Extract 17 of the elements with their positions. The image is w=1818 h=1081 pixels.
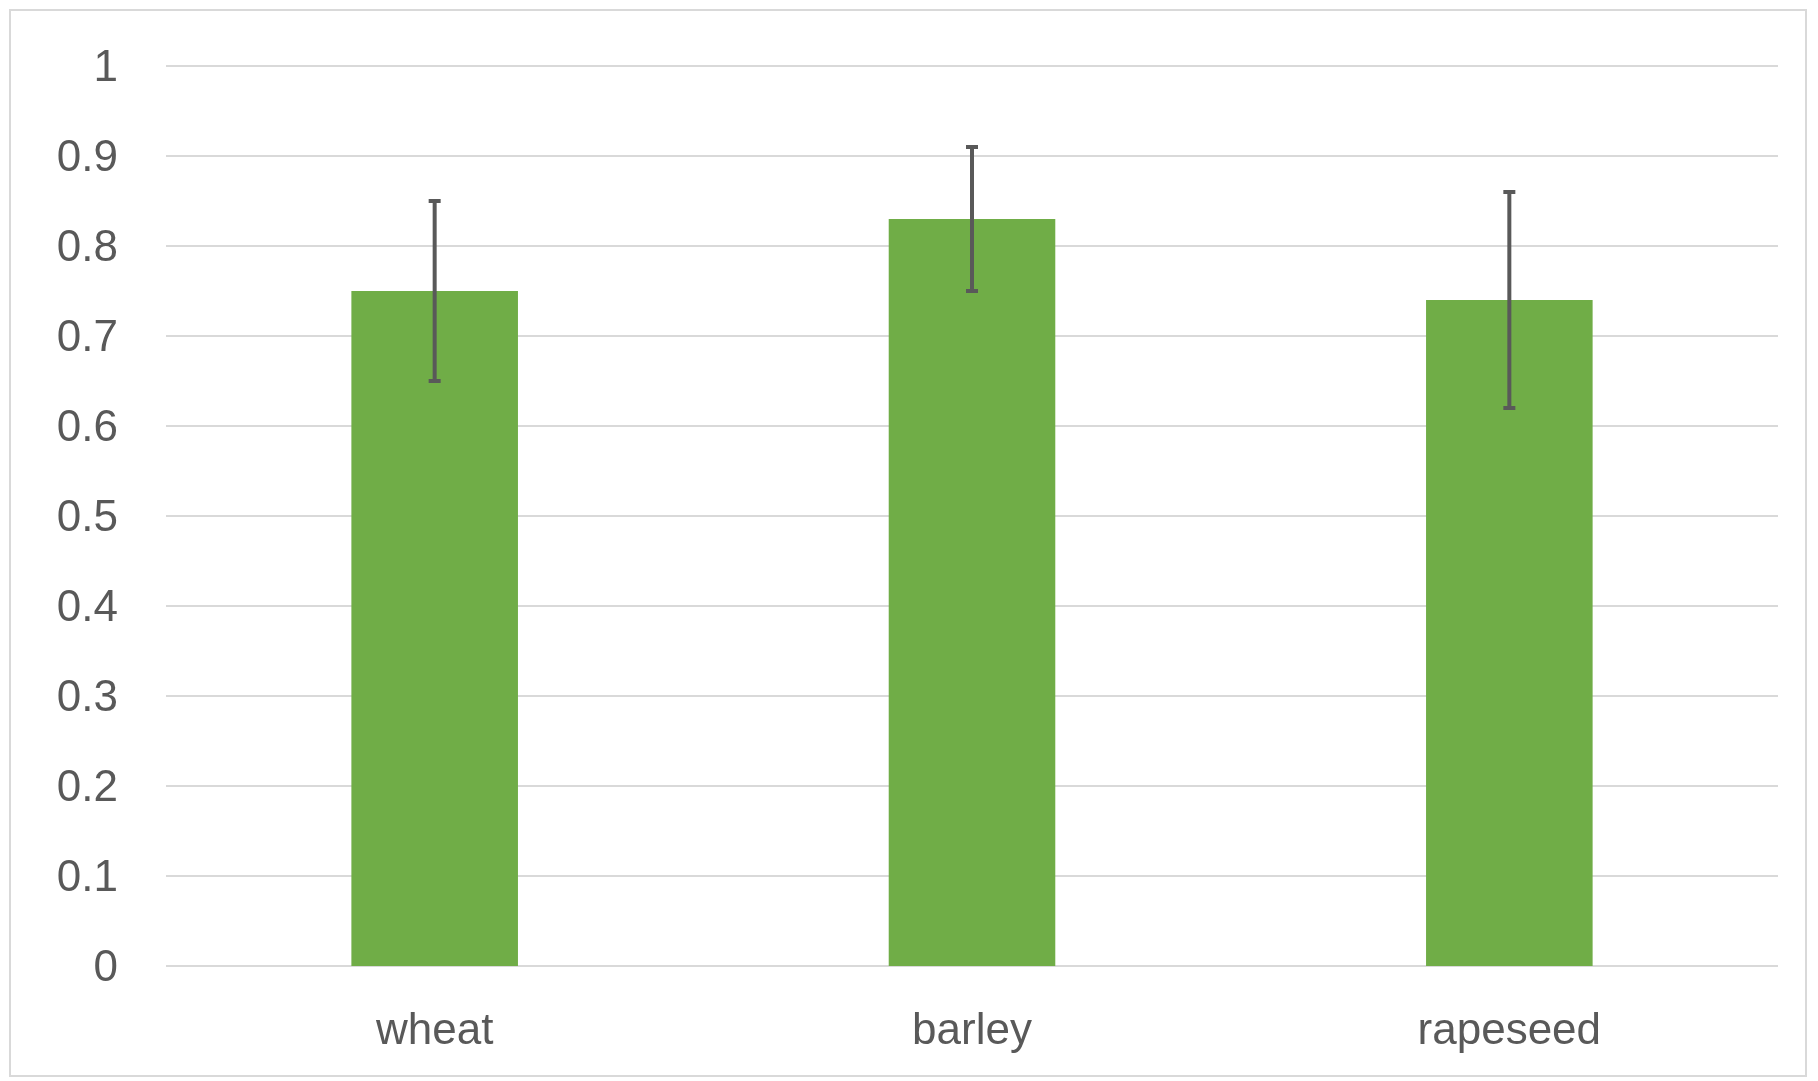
- y-tick-label: 0.4: [56, 581, 118, 631]
- bar: [351, 291, 518, 966]
- bar: [888, 219, 1056, 966]
- y-tick-label: 0.8: [56, 221, 118, 271]
- y-tick-label: 0.7: [56, 311, 118, 361]
- y-tick-label: 1: [93, 41, 118, 91]
- y-tick-label: 0: [93, 941, 118, 991]
- y-tick-label: 0.5: [56, 491, 118, 541]
- x-tick-label: barley: [912, 1004, 1032, 1053]
- y-tick-label: 0.6: [56, 401, 118, 451]
- y-tick-label: 0.2: [56, 761, 118, 811]
- y-tick-label: 0.3: [56, 671, 118, 721]
- x-tick-label: rapeseed: [1417, 1004, 1602, 1053]
- bar: [1426, 300, 1593, 966]
- x-tick-label: wheat: [374, 1004, 494, 1053]
- y-tick-label: 0.1: [56, 851, 118, 901]
- y-tick-label: 0.9: [56, 131, 118, 181]
